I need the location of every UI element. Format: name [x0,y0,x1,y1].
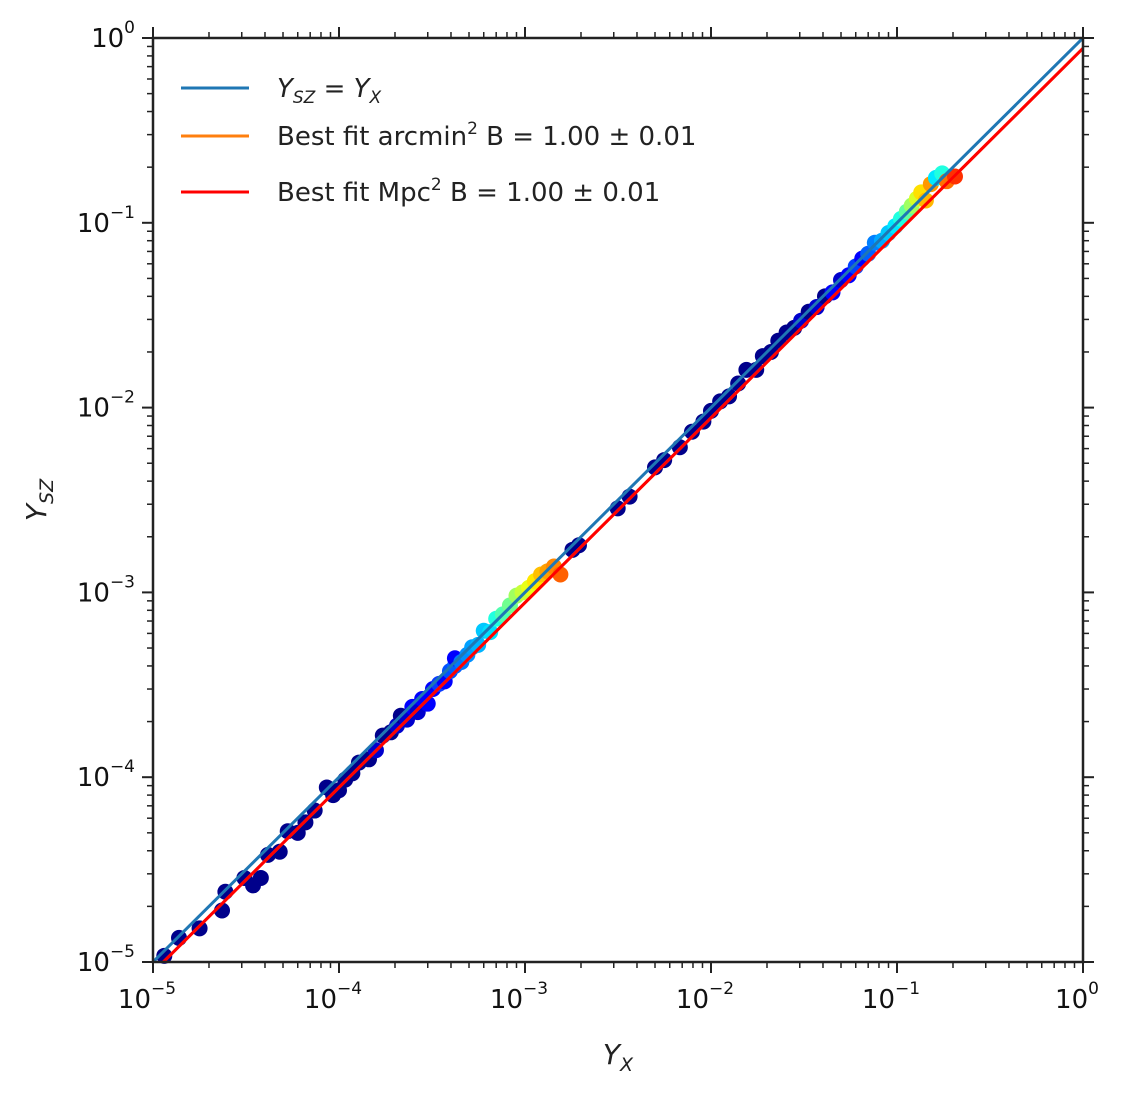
y-tick-label: 100 [91,18,135,54]
x-tick-label: 10−2 [676,979,734,1015]
x-tick-label-base: 10 [490,985,523,1015]
y-tick-label-base: 10 [77,578,110,608]
x-tick-label: 10−1 [862,979,920,1015]
legend-identity-eq: = [315,74,353,104]
x-tick-label-exp: −4 [337,979,362,999]
data-point-30 [419,695,436,712]
legend-mpc-pre: Best fit Mpc [277,178,431,208]
x-tick-label: 10−5 [118,979,176,1015]
y-axis-label-base: Y [20,502,53,521]
y-tick-label-base: 10 [77,394,110,424]
x-tick-label-exp: −1 [895,979,920,999]
y-tick-label-base: 10 [77,209,110,239]
y-tick-label-exp: −3 [110,572,135,592]
legend-mpc-sup: 2 [431,175,442,195]
fit-lines [153,38,1083,962]
y-tick-label-exp: −5 [110,942,135,962]
data-point-9 [271,843,288,860]
y-tick-label-exp: −4 [110,757,135,777]
legend: YSZ = YX Best fit arcmin2 B = 1.00 ± 0.0… [181,74,696,208]
y-tick-label: 10−5 [77,942,135,978]
x-tick-label: 10−3 [490,979,548,1015]
x-tick-label-exp: −2 [709,979,734,999]
legend-arcmin-sup: 2 [467,119,478,139]
data-point-2 [191,920,208,937]
x-tick-label-base: 10 [118,985,151,1015]
x-tick-label-base: 10 [1055,985,1088,1015]
y-tick-label-base: 10 [91,24,124,54]
x-tick-label-exp: −3 [523,979,548,999]
legend-entry-identity: YSZ = YX [277,74,382,108]
legend-entry-arcmin: Best fit arcmin2 B = 1.00 ± 0.01 [277,119,696,152]
y-tick-label: 10−2 [77,388,135,424]
x-tick-label-exp: 0 [1088,979,1099,999]
data-point-57 [621,488,638,505]
y-tick-label-base: 10 [77,763,110,793]
legend-identity-b-sub: X [369,88,382,108]
x-axis-label-base: Y [603,1038,622,1071]
x-tick-label-exp: −5 [151,979,176,999]
line-best-fit-mpc [161,47,1083,962]
y-tick-label: 10−4 [77,757,135,793]
y-tick-label-exp: −1 [110,203,135,223]
legend-identity-b: Y [354,74,372,104]
legend-identity-a: Y [277,74,295,104]
data-point-7 [252,869,269,886]
data-point-42 [482,624,499,641]
legend-arcmin-pre: Best fit arcmin [277,122,467,152]
legend-identity-a-sub: SZ [293,88,316,108]
x-tick-label-base: 10 [304,985,337,1015]
y-tick-label: 10−1 [77,203,135,239]
x-tick-label: 100 [1055,979,1099,1015]
y-tick-label-exp: −2 [110,388,135,408]
x-axis-label: YX [603,1038,634,1076]
axis-ticks [142,27,1094,973]
data-point-0 [156,947,173,964]
legend-arcmin-post: B = 1.00 ± 0.01 [478,122,697,152]
legend-entry-mpc: Best fit Mpc2 B = 1.00 ± 0.01 [277,175,660,208]
tick-labels: 10−5 10−4 10−3 10−2 10−1 10010−510−410−310−21… [77,18,1099,1015]
plot-frame [151,36,1085,964]
legend-mpc-post: B = 1.00 ± 0.01 [442,178,661,208]
data-point-61 [683,423,700,440]
data-point-56 [609,500,626,517]
x-tick-label-base: 10 [676,985,709,1015]
line-identity [153,38,1083,962]
x-tick-label-base: 10 [862,985,895,1015]
data-point-78 [824,284,841,301]
y-axis-label-sub: SZ [36,478,58,504]
x-axis-label-sub: X [619,1054,634,1076]
y-tick-label-exp: 0 [124,18,135,38]
y-tick-label: 10−3 [77,572,135,608]
x-tick-label: 10−4 [304,979,362,1015]
y-axis-label: YSZ [20,478,58,521]
y-tick-label-base: 10 [77,948,110,978]
